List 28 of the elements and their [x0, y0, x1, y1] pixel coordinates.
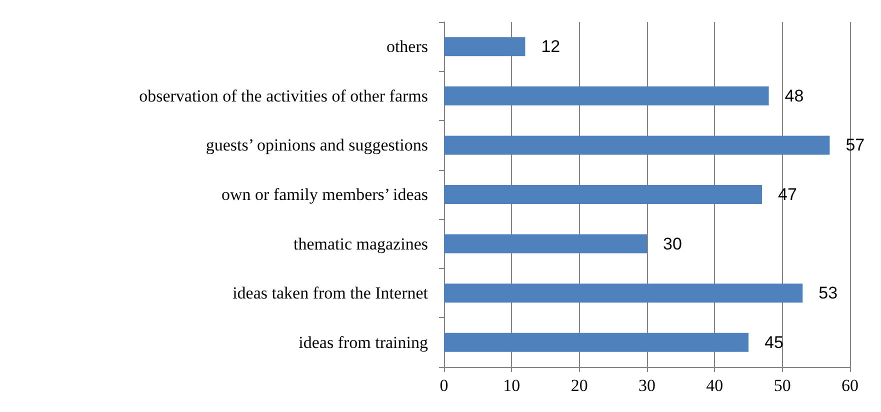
data-label: 47	[778, 185, 797, 204]
y-tick-label: others	[386, 37, 428, 56]
data-label: 12	[541, 37, 560, 56]
data-label: 45	[764, 332, 784, 352]
bar	[444, 234, 647, 254]
bar	[444, 136, 830, 155]
data-label: 30	[663, 234, 682, 254]
data-label: 57	[846, 136, 865, 155]
y-tick-label: thematic magazines	[293, 234, 428, 254]
bar	[444, 332, 748, 352]
y-tick-label: ideas from training	[298, 332, 428, 352]
x-tick-label: 10	[503, 376, 520, 395]
data-label: 53	[818, 284, 838, 303]
x-tick-label: 30	[638, 376, 656, 395]
bar	[444, 86, 769, 106]
x-tick-label: 0	[440, 376, 448, 395]
x-tick-label: 50	[774, 376, 791, 395]
y-tick-label: ideas taken from the Internet	[232, 284, 428, 303]
y-tick-label: own or family members’ ideas	[222, 185, 428, 204]
bar	[444, 37, 526, 56]
x-tick-label: 20	[570, 376, 588, 395]
bar	[444, 284, 803, 303]
y-tick-label: observation of the activities of other farms	[139, 86, 428, 106]
bar	[444, 185, 762, 204]
x-tick-label: 60	[842, 376, 858, 395]
data-label: 48	[784, 86, 804, 106]
y-tick-label: guests’ opinions and suggestions	[206, 136, 428, 155]
x-tick-label: 40	[706, 376, 724, 395]
